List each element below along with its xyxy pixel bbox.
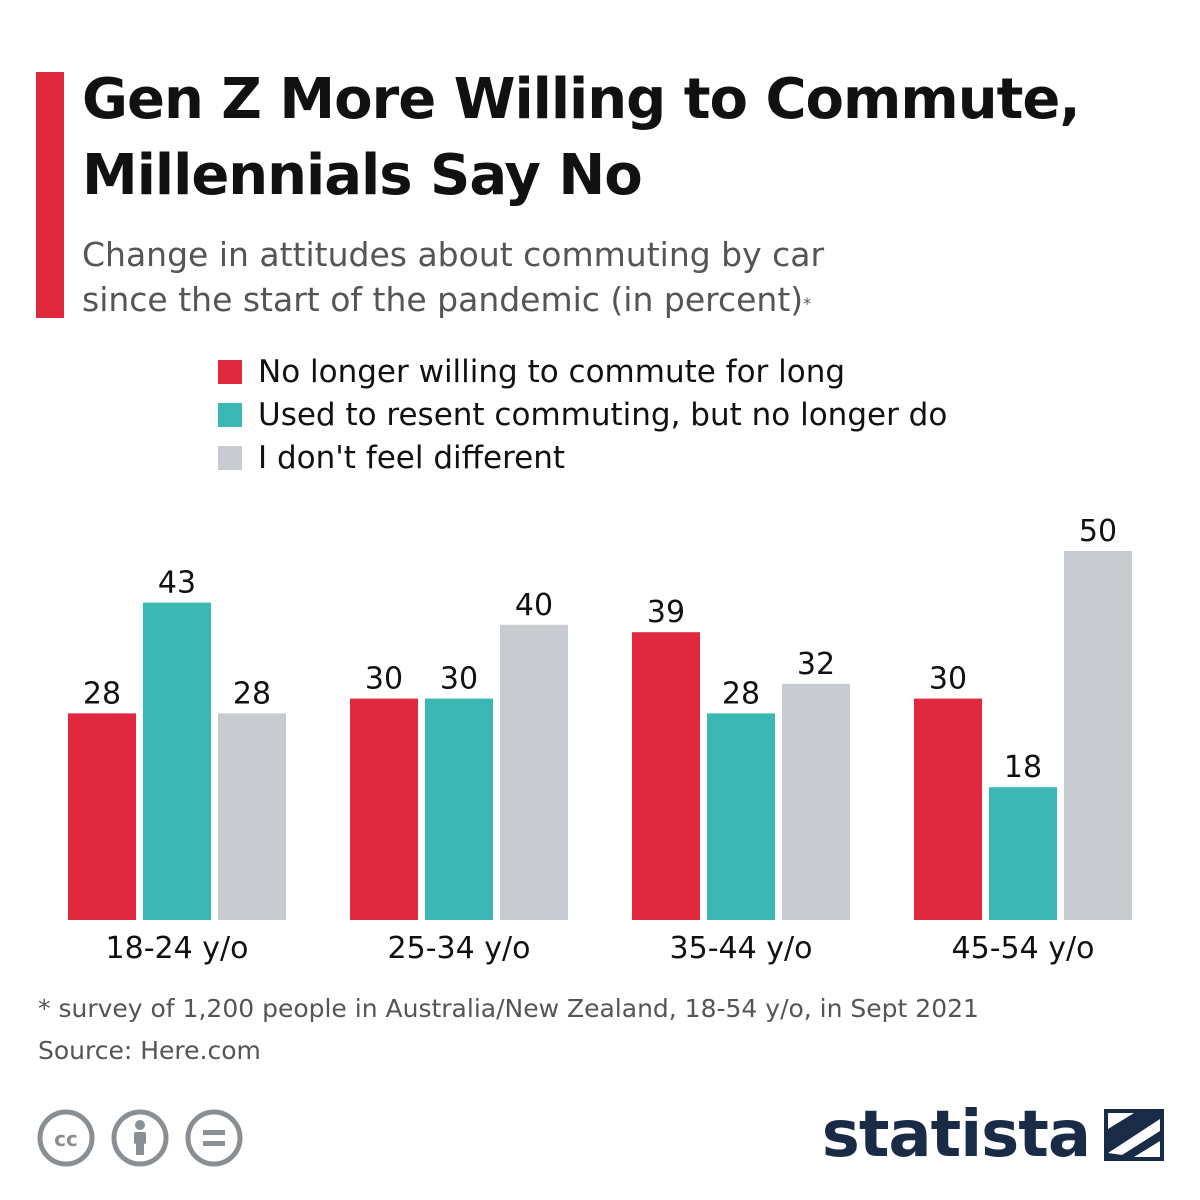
legend-item-gray: I don't feel different xyxy=(218,436,947,479)
data-label-red-3: 39 xyxy=(647,595,685,630)
bar-red-2 xyxy=(350,698,418,920)
source-note: Source: Here.com xyxy=(38,1036,261,1065)
data-label-gray-3: 32 xyxy=(797,647,835,682)
bar-teal-3 xyxy=(707,713,775,920)
title-line-2: Millennials Say No xyxy=(82,143,643,208)
brand-wordmark: statista xyxy=(821,1098,1091,1172)
subtitle-line-2: since the start of the pandemic (in perc… xyxy=(82,277,1082,322)
bar-gray-2 xyxy=(500,624,568,920)
data-label-gray-1: 28 xyxy=(233,676,271,711)
statista-logo-icon xyxy=(1104,1109,1164,1161)
bar-red-4 xyxy=(914,698,982,920)
data-label-teal-3: 28 xyxy=(722,676,760,711)
cc-icon[interactable]: cc xyxy=(36,1108,96,1168)
accent-bar xyxy=(36,72,64,318)
chart-title: Gen Z More Willing to Commute, Millennia… xyxy=(82,62,1182,214)
bar-gray-4 xyxy=(1064,551,1132,920)
legend-label-teal: Used to resent commuting, but no longer … xyxy=(258,396,948,433)
bar-gray-3 xyxy=(782,683,850,920)
statista-brand[interactable]: statista xyxy=(822,1098,1164,1172)
data-label-red-1: 28 xyxy=(83,676,121,711)
x-tick-label-3: 35-44 y/o xyxy=(670,931,813,966)
license-icons: cc xyxy=(36,1108,244,1168)
data-label-gray-2: 40 xyxy=(515,588,553,623)
data-label-teal-1: 43 xyxy=(158,566,196,601)
survey-note: * survey of 1,200 people in Australia/Ne… xyxy=(38,994,979,1023)
x-tick-label-4: 45-54 y/o xyxy=(952,931,1095,966)
bar-chart: 28 43 28 18-24 y/o 30 30 40 25-34 y/o 39 28 32 35-4… xyxy=(68,514,1132,966)
svg-text:cc: cc xyxy=(54,1127,78,1151)
bar-gray-1 xyxy=(218,713,286,920)
chart-subtitle: Change in attitudes about commuting by c… xyxy=(82,232,1082,322)
footnote: * survey of 1,200 people in Australia/Ne… xyxy=(38,988,979,1072)
data-label-teal-4: 18 xyxy=(1004,750,1042,785)
no-derivatives-icon[interactable] xyxy=(184,1108,244,1168)
legend-swatch-teal xyxy=(218,402,242,427)
x-tick-label-1: 18-24 y/o xyxy=(106,931,249,966)
attribution-icon[interactable] xyxy=(110,1108,170,1168)
data-label-gray-4: 50 xyxy=(1079,514,1117,549)
subtitle-line-1: Change in attitudes about commuting by c… xyxy=(82,235,825,274)
bar-teal-1 xyxy=(143,602,211,920)
legend-label-gray: I don't feel different xyxy=(258,439,566,476)
bar-red-1 xyxy=(68,713,136,920)
legend-label-red: No longer willing to commute for long xyxy=(258,353,846,390)
subtitle-line-2-text: since the start of the pandemic (in perc… xyxy=(82,280,804,319)
bar-teal-2 xyxy=(425,698,493,920)
title-line-1: Gen Z More Willing to Commute, xyxy=(82,67,1081,132)
legend-item-teal: Used to resent commuting, but no longer … xyxy=(218,393,947,436)
legend-swatch-red xyxy=(218,359,242,384)
legend-swatch-gray xyxy=(218,445,242,470)
x-tick-label-2: 25-34 y/o xyxy=(388,931,531,966)
data-label-teal-2: 30 xyxy=(440,662,478,697)
footnote-marker: * xyxy=(803,294,812,313)
data-label-red-2: 30 xyxy=(365,662,403,697)
data-label-red-4: 30 xyxy=(929,662,967,697)
bar-red-3 xyxy=(632,632,700,920)
legend: No longer willing to commute for long Us… xyxy=(218,350,947,479)
legend-item-red: No longer willing to commute for long xyxy=(218,350,947,393)
bar-teal-4 xyxy=(989,787,1057,920)
